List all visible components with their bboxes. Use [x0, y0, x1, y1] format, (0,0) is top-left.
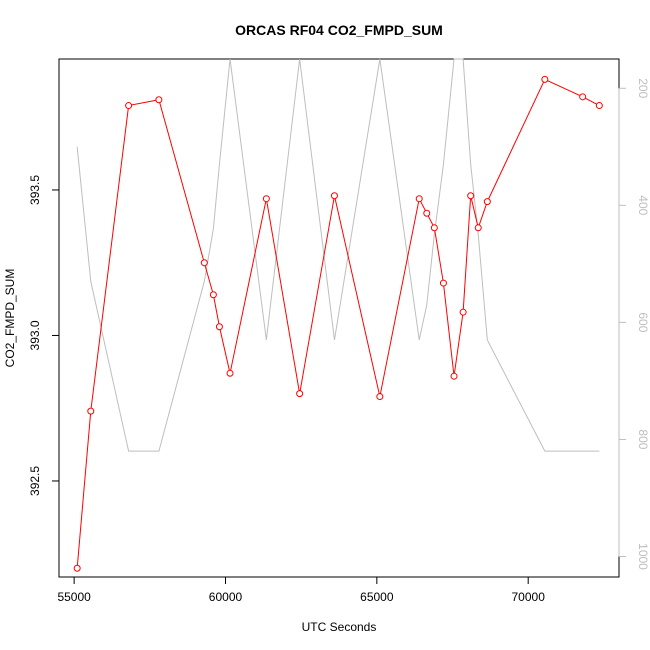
co2-data-point [450, 372, 458, 380]
co2-data-point [541, 75, 549, 83]
y2-tick-label: 400 [636, 195, 650, 215]
co2-series-line [76, 78, 600, 569]
x-axis-label: UTC Seconds [302, 620, 377, 634]
co2-data-point [226, 369, 234, 377]
co2-data-point [467, 192, 475, 200]
co2-data-point [423, 209, 431, 217]
x-tick-label: 65000 [360, 590, 394, 604]
co2-data-point [200, 259, 208, 267]
co2-data-point [439, 279, 447, 287]
axes-layer: 55000 60000 65000 70000 392.5 393.0 393.5 200 40… [28, 78, 650, 604]
y-axis-label: CO2_FMPD_SUM [3, 269, 17, 368]
y-tick-label: 392.5 [28, 466, 42, 496]
x-tick-label: 55000 [57, 590, 91, 604]
co2-data-point [73, 564, 81, 572]
y2-tick-label: 1000 [636, 543, 650, 570]
x-tick-label: 70000 [512, 590, 546, 604]
co2-data-point [215, 323, 223, 331]
co2-data-point [415, 195, 423, 203]
co2-data-point [483, 198, 491, 206]
co2-data-point [474, 224, 482, 232]
co2-data-point [430, 224, 438, 232]
y-tick-label: 393.5 [28, 175, 42, 205]
y2-tick-label: 800 [636, 429, 650, 449]
co2-data-point [330, 192, 338, 200]
series-layer [73, 58, 603, 572]
altitude-series-line [76, 58, 600, 452]
co2-data-point [595, 102, 603, 110]
y2-tick-label: 600 [636, 312, 650, 332]
co2-data-point [87, 407, 95, 415]
co2-data-point [579, 93, 587, 101]
y2-tick-label: 200 [636, 78, 650, 98]
chart-title: ORCAS RF04 CO2_FMPD_SUM [235, 22, 443, 38]
co2-data-point [125, 102, 133, 110]
co2-data-point [209, 291, 217, 299]
co2-data-point [262, 195, 270, 203]
x-tick-label: 60000 [209, 590, 243, 604]
plot-area-frame [58, 58, 620, 578]
co2-data-point [155, 96, 163, 104]
co2-data-point [376, 393, 384, 401]
co2-data-point [459, 308, 467, 316]
co2-data-point [296, 390, 304, 398]
y-tick-label: 393.0 [28, 320, 42, 350]
